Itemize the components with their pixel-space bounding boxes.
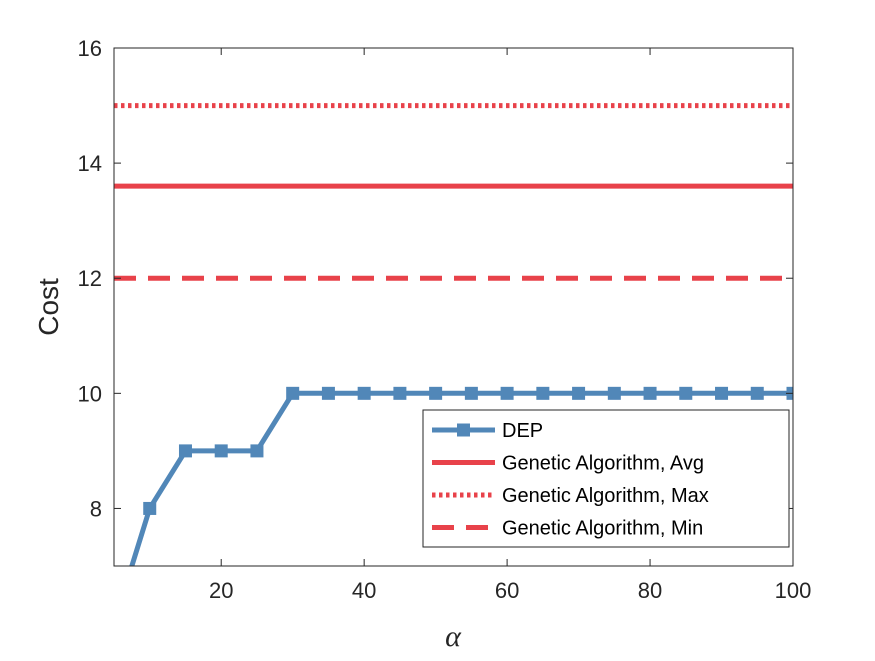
plot-frame [113, 47, 794, 567]
legend: DEP Genetic Algorithm, Avg Genetic Algorit… [422, 409, 790, 548]
y-tick-label-2: 12 [78, 266, 102, 291]
legend-label-2: Genetic Algorithm, Max [502, 485, 709, 507]
data-point-0-4 [250, 444, 264, 458]
data-point-0-7 [357, 386, 371, 400]
legend-entries: DEP Genetic Algorithm, Avg Genetic Algorit… [432, 420, 709, 540]
series-layer [108, 103, 793, 630]
data-point-0-5 [286, 386, 300, 400]
x-tick-label-0: 20 [209, 578, 233, 603]
data-point-0-14 [607, 386, 621, 400]
data-point-0-8 [393, 386, 407, 400]
data-point-0-15 [643, 386, 657, 400]
data-point-0-2 [178, 444, 192, 458]
data-point-0-16 [679, 386, 693, 400]
data-point-0-10 [464, 386, 478, 400]
legend-label-1: Genetic Algorithm, Avg [502, 453, 704, 475]
data-point-0-0 [108, 617, 121, 630]
data-point-0-11 [500, 386, 514, 400]
y-tick-label-1: 10 [78, 381, 102, 406]
data-point-0-12 [536, 386, 550, 400]
y-axis-label: Cost [33, 278, 64, 336]
data-point-0-9 [429, 386, 443, 400]
x-tick-label-3: 80 [638, 578, 662, 603]
data-point-0-13 [572, 386, 586, 400]
ticks-layer: 20 40 60 80 100 8 10 12 14 16 [78, 36, 812, 603]
data-point-0-18 [750, 386, 764, 400]
x-axis-label: α [445, 620, 462, 653]
legend-label-0: DEP [502, 420, 543, 442]
x-tick-label-4: 100 [775, 578, 812, 603]
data-point-0-1 [143, 501, 157, 515]
legend-box [422, 409, 790, 548]
x-tick-label-1: 40 [352, 578, 376, 603]
y-tick-label-3: 14 [78, 151, 102, 176]
data-point-0-17 [715, 386, 729, 400]
legend-label-3: Genetic Algorithm, Min [502, 518, 703, 540]
y-tick-label-4: 16 [78, 36, 102, 61]
data-point-0-6 [321, 386, 335, 400]
legend-marker-0 [457, 423, 470, 437]
data-point-0-3 [214, 444, 228, 458]
y-tick-label-0: 8 [90, 496, 102, 521]
x-tick-label-2: 60 [495, 578, 519, 603]
